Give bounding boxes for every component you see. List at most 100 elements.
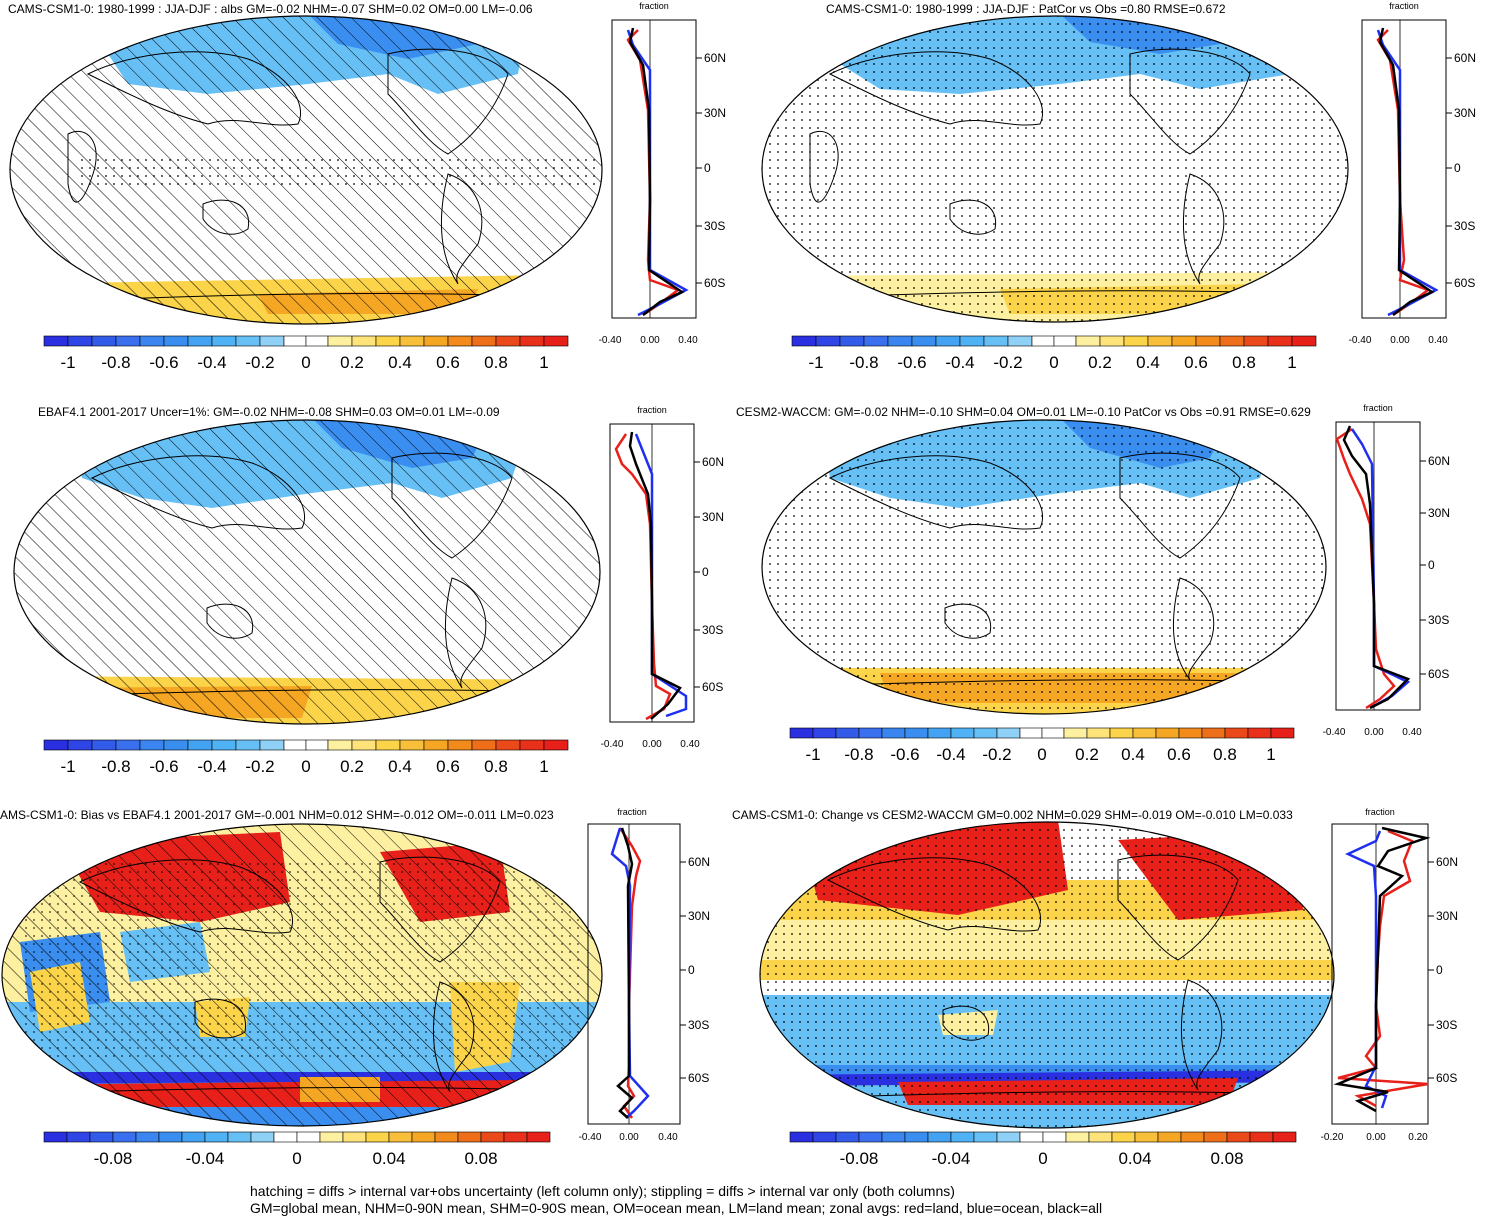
panel-title: CAMS-CSM1-0: 1980-1999 : JJA-DJF : albs …	[8, 2, 533, 16]
panel-title: AMS-CSM1-0: Bias vs EBAF4.1 2001-2017 GM…	[0, 808, 554, 822]
zonal-x-tick: -0.40	[601, 739, 624, 750]
lat-tick: 60N	[702, 455, 724, 469]
zonal-plot-2: fraction 60N 30N 0 30S 60S -0.40 0.00 0.…	[1349, 1, 1476, 346]
lat-tick: 60S	[704, 276, 725, 290]
lat-tick: 60S	[1454, 276, 1475, 290]
panel-title: CESM2-WACCM: GM=-0.02 NHM=-0.10 SHM=0.04…	[736, 405, 1311, 419]
colorbar-label: 0.8	[484, 757, 508, 776]
lat-tick: 30N	[704, 106, 726, 120]
colorbar-label: 0.8	[1213, 745, 1237, 764]
colorbar-label: -0.6	[149, 353, 178, 372]
lat-tick: 0	[1428, 558, 1435, 572]
lat-tick: 30S	[1454, 219, 1475, 233]
colorbar-2: -1 -0.8 -0.6 -0.4 -0.2 0 0.2 0.4 0.6 0.8…	[791, 335, 1317, 372]
footer-line-2: GM=global mean, NHM=0-90N mean, SHM=0-90…	[250, 1200, 1103, 1216]
colorbar-label: 0	[1038, 1149, 1047, 1168]
map-panel-1	[9, 15, 603, 325]
lat-tick: 60S	[702, 680, 723, 694]
lat-tick: 60N	[1454, 51, 1476, 65]
zonal-plot-6: fraction 60N 30N 0 30S 60S -0.20 0.00 0.…	[1321, 807, 1458, 1143]
colorbar-label: 0.04	[1118, 1149, 1151, 1168]
colorbar-label: 0.6	[1167, 745, 1191, 764]
zonal-x-tick: 0.40	[658, 1132, 678, 1143]
map-panel-3	[13, 419, 601, 725]
zonal-axis-title: fraction	[639, 1, 669, 11]
zonal-axis-title: fraction	[1363, 403, 1393, 413]
colorbar-label: 0.04	[372, 1149, 405, 1168]
colorbar-label: 0.4	[388, 757, 412, 776]
zonal-plot-5: fraction 60N 30N 0 30S 60S -0.40 0.00 0.…	[579, 807, 710, 1143]
colorbar-label: -0.8	[101, 757, 130, 776]
colorbar-label: -1	[60, 757, 75, 776]
colorbar-label: 0.6	[1184, 353, 1208, 372]
colorbar-label: -0.04	[186, 1149, 225, 1168]
lat-tick: 60N	[704, 51, 726, 65]
lat-tick: 30N	[702, 510, 724, 524]
colorbar-label: 0.4	[1121, 745, 1145, 764]
colorbar-label: 0.2	[1075, 745, 1099, 764]
zonal-x-tick: -0.40	[1349, 335, 1372, 346]
colorbar-label: -0.4	[197, 353, 226, 372]
colorbar-label: -0.8	[844, 745, 873, 764]
colorbar-label: 1	[1287, 353, 1296, 372]
zonal-x-tick: -0.40	[579, 1132, 602, 1143]
colorbar-label: -0.08	[840, 1149, 879, 1168]
colorbar-label: -0.8	[101, 353, 130, 372]
lat-tick: 60N	[1428, 454, 1450, 468]
colorbar-label: 0.2	[1088, 353, 1112, 372]
colorbar-1: -1 -0.8 -0.6 -0.4 -0.2 0 0.2 0.4 0.6 0.8…	[43, 335, 569, 372]
colorbar-label: -0.4	[945, 353, 974, 372]
colorbar-label: -0.6	[149, 757, 178, 776]
colorbar-4: -1 -0.8 -0.6 -0.4 -0.2 0 0.2 0.4 0.6 0.8…	[789, 727, 1295, 764]
zonal-axis-title: fraction	[1365, 807, 1395, 817]
colorbar-label: -0.6	[897, 353, 926, 372]
zonal-x-tick: 0.00	[1364, 727, 1384, 738]
zonal-x-tick: 0.40	[1428, 335, 1448, 346]
colorbar-label: -1	[60, 353, 75, 372]
lat-tick: 30N	[1454, 106, 1476, 120]
zonal-axis-title: fraction	[617, 807, 647, 817]
colorbar-label: 0	[292, 1149, 301, 1168]
colorbar-label: -0.2	[245, 757, 274, 776]
colorbar-label: 0.08	[464, 1149, 497, 1168]
colorbar-label: -0.2	[982, 745, 1011, 764]
zonal-plot-3: fraction 60N 30N 0 30S 60S -0.40 0.00 0.…	[601, 405, 724, 750]
lat-tick: 0	[688, 963, 695, 977]
zonal-x-tick: 0.00	[640, 335, 660, 346]
colorbar-label: 0.4	[388, 353, 412, 372]
colorbar-label: 0.8	[484, 353, 508, 372]
panel-title: CAMS-CSM1-0: Change vs CESM2-WACCM GM=0.…	[732, 808, 1293, 822]
zonal-x-tick: -0.20	[1321, 1132, 1344, 1143]
zonal-x-tick: 0.40	[1402, 727, 1422, 738]
zonal-plot-1: fraction 60N 30N 0 30S 60S -0.40 0.00 0.…	[599, 1, 726, 346]
lat-tick: 60N	[1436, 855, 1458, 869]
lat-tick: 0	[1454, 161, 1461, 175]
lat-tick: 30N	[1428, 506, 1450, 520]
colorbar-label: -0.6	[890, 745, 919, 764]
colorbar-label: 0.08	[1210, 1149, 1243, 1168]
colorbar-label: 0.2	[340, 757, 364, 776]
map-panel-2	[761, 15, 1349, 323]
colorbar-label: -0.2	[993, 353, 1022, 372]
colorbar-label: 0.6	[436, 757, 460, 776]
lat-tick: 0	[702, 565, 709, 579]
lat-tick: 30S	[1428, 613, 1449, 627]
map-panel-4	[761, 419, 1327, 715]
colorbar-label: -0.04	[932, 1149, 971, 1168]
zonal-axis-title: fraction	[1389, 1, 1419, 11]
colorbar-label: 0	[1049, 353, 1058, 372]
colorbar-label: -0.08	[94, 1149, 133, 1168]
panel-title: EBAF4.1 2001-2017 Uncer=1%: GM=-0.02 NHM…	[38, 405, 500, 419]
colorbar-label: -0.4	[936, 745, 965, 764]
colorbar-6: -0.08 -0.04 0 0.04 0.08	[789, 1131, 1297, 1168]
zonal-x-tick: 0.00	[1366, 1132, 1386, 1143]
lat-tick: 30S	[688, 1018, 709, 1032]
zonal-x-tick: -0.40	[1323, 727, 1346, 738]
colorbar-label: 0	[301, 353, 310, 372]
colorbar-label: -1	[805, 745, 820, 764]
zonal-x-tick: 0.40	[678, 335, 698, 346]
lat-tick: 30S	[702, 623, 723, 637]
colorbar-5: -0.08 -0.04 0 0.04 0.08	[43, 1131, 551, 1168]
zonal-axis-title: fraction	[637, 405, 667, 415]
lat-tick: 60S	[1436, 1071, 1457, 1085]
